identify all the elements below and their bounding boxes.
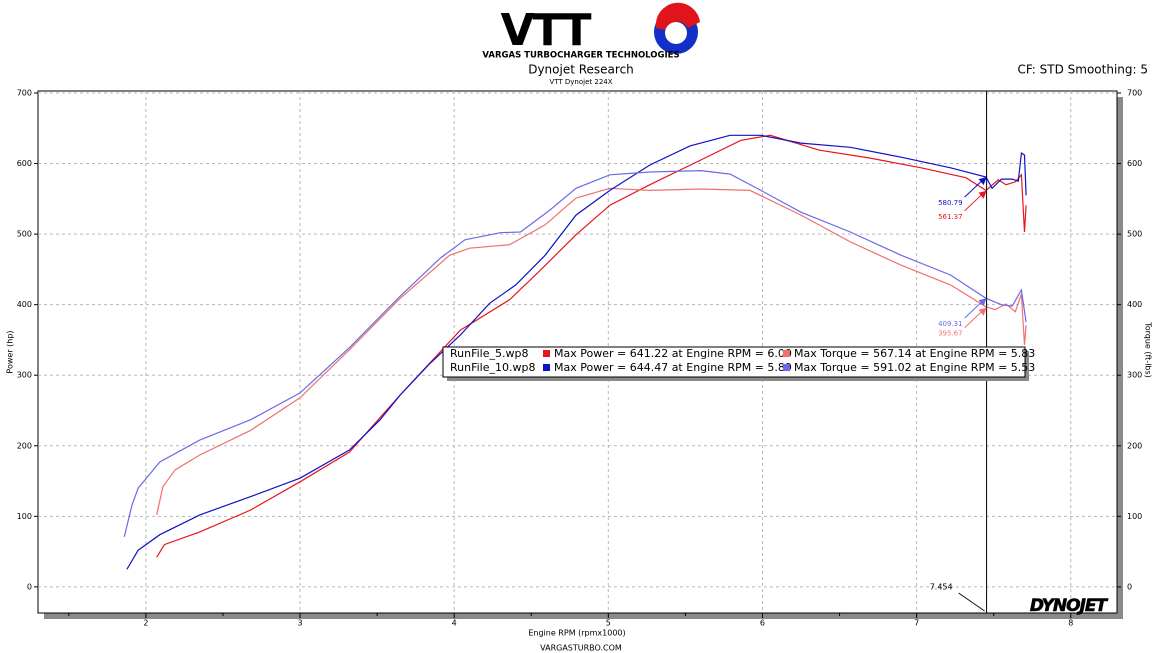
y2-tick-label: 500 bbox=[1127, 230, 1142, 239]
cursor-label: 7.454 bbox=[930, 583, 953, 592]
legend-label: Max Power = 641.22 at Engine RPM = 6.00 bbox=[554, 347, 792, 360]
grid: 0 100 200 300 400 500 600 700 0 100 200 300 400 500 60… bbox=[17, 89, 1143, 628]
y-tick-label: 500 bbox=[17, 230, 32, 239]
x-axis-title: Engine RPM (rpmx1000) bbox=[528, 629, 625, 638]
y-tick-label: 600 bbox=[17, 159, 32, 168]
logo-arc bbox=[655, 2, 700, 30]
y2-tick-label: 100 bbox=[1127, 512, 1142, 521]
y-axis-title: Power (hp) bbox=[6, 330, 15, 373]
x-tick-label: 8 bbox=[1068, 619, 1073, 628]
cursor-value-label: 580.79 bbox=[938, 199, 963, 207]
legend-label: Max Torque = 567.14 at Engine RPM = 5.83 bbox=[794, 347, 1035, 360]
x-tick-label: 6 bbox=[760, 619, 765, 628]
cursor-pointer bbox=[958, 592, 985, 612]
logo-wordmark: VTT bbox=[500, 5, 591, 56]
lines: 7.454 561.37 395.67 580.79 409.31 bbox=[123, 91, 1027, 613]
series-line bbox=[156, 187, 1027, 516]
y-tick-label: 400 bbox=[17, 300, 32, 309]
cursor-value-label: 395.67 bbox=[938, 330, 963, 338]
logo-tagline: VARGAS TURBOCHARGER TECHNOLOGIES bbox=[482, 51, 679, 61]
x-tick-label: 3 bbox=[297, 619, 302, 628]
cursor-value-pointer bbox=[964, 193, 983, 212]
settings-text: CF: STD Smoothing: 5 bbox=[1017, 63, 1148, 77]
series-line bbox=[156, 134, 1027, 558]
x-tick-label: 4 bbox=[452, 619, 457, 628]
series-line bbox=[123, 169, 1027, 537]
chart-subtitle: VTT Dynojet 224X bbox=[549, 78, 612, 86]
y2-axis-title: Torque (ft-lbs) bbox=[1144, 321, 1153, 378]
y2-tick-label: 400 bbox=[1127, 300, 1142, 309]
legend-swatch bbox=[783, 364, 790, 371]
y2-tick-label: 300 bbox=[1127, 371, 1142, 380]
cursor-value-label: 561.37 bbox=[938, 213, 963, 221]
logo: VTT VARGAS TURBOCHARGER TECHNOLOGIES bbox=[482, 2, 700, 61]
series-line bbox=[126, 134, 1027, 570]
cursor-value-marker bbox=[978, 177, 987, 186]
cursor-value-marker bbox=[978, 298, 987, 307]
x-tick-label: 2 bbox=[143, 619, 148, 628]
y2-tick-label: 0 bbox=[1127, 582, 1132, 591]
legend-run-name: RunFile_10.wp8 bbox=[450, 361, 535, 374]
y-tick-label: 0 bbox=[27, 582, 32, 591]
cursor-value-pointer bbox=[964, 300, 983, 319]
brand-logo: DYNOJET bbox=[1030, 596, 1109, 616]
y2-tick-label: 700 bbox=[1127, 89, 1142, 98]
chart-title: Dynojet Research bbox=[528, 63, 634, 77]
y2-tick-label: 200 bbox=[1127, 441, 1142, 450]
cursor-value-pointer bbox=[964, 179, 983, 198]
y-tick-label: 200 bbox=[17, 441, 32, 450]
y-tick-label: 700 bbox=[17, 89, 32, 98]
cursor-value-marker bbox=[978, 190, 987, 199]
legend bbox=[442, 346, 1026, 378]
x-tick-label: 5 bbox=[606, 619, 611, 628]
cursor-value-label: 409.31 bbox=[938, 320, 963, 328]
y2-tick-label: 600 bbox=[1127, 159, 1142, 168]
logo-hole bbox=[665, 22, 687, 44]
y-tick-label: 300 bbox=[17, 371, 32, 380]
x-tick-label: 7 bbox=[914, 619, 919, 628]
legend-swatch bbox=[543, 364, 550, 371]
legend-swatch bbox=[543, 350, 550, 357]
legend-swatch bbox=[783, 350, 790, 357]
legend-label: Max Torque = 591.02 at Engine RPM = 5.53 bbox=[794, 361, 1035, 374]
footer: VARGASTURBO.COM bbox=[540, 644, 622, 653]
legend-run-name: RunFile_5.wp8 bbox=[450, 347, 528, 360]
y-tick-label: 100 bbox=[17, 512, 32, 521]
cursor-value-marker bbox=[978, 307, 987, 316]
cursor-value-pointer bbox=[964, 310, 983, 329]
legend-label: Max Power = 644.47 at Engine RPM = 5.89 bbox=[554, 361, 792, 374]
